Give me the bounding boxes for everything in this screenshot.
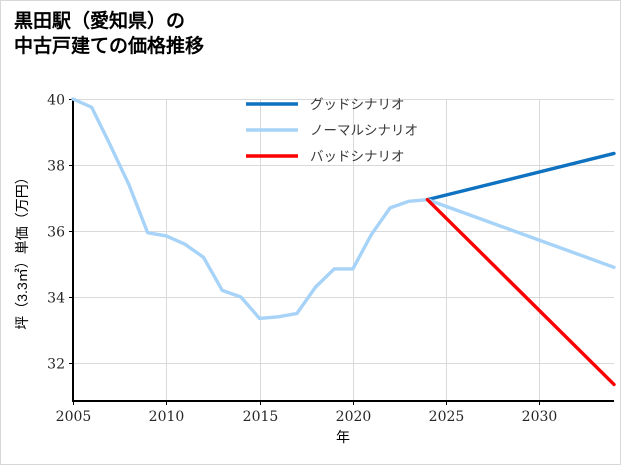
series-line-bad_forecast bbox=[425, 197, 616, 387]
data-series-group bbox=[71, 97, 616, 387]
series-line-good_forecast bbox=[425, 151, 616, 202]
x-tick-label: 2030 bbox=[522, 409, 558, 425]
x-tick-label: 2025 bbox=[429, 409, 465, 425]
x-tick-label: 2010 bbox=[149, 409, 185, 425]
x-tick-labels: 2005 2010 2015 2020 2025 2030 bbox=[56, 409, 558, 425]
legend-label: バッドシナリオ bbox=[310, 149, 405, 164]
tick-marks bbox=[69, 98, 541, 405]
gridlines bbox=[72, 98, 614, 401]
x-tick-label: 2015 bbox=[243, 409, 279, 425]
legend-label: グッドシナリオ bbox=[310, 97, 405, 112]
page-title: 黒田駅（愛知県）の 中古戸建ての価格推移 bbox=[14, 9, 204, 59]
y-tick-label: 40 bbox=[47, 93, 65, 109]
series-line-normal_forecast bbox=[425, 197, 616, 269]
legend-label: ノーマルシナリオ bbox=[310, 123, 418, 138]
axis-spines bbox=[71, 99, 614, 403]
y-axis-title: 坪（3.3㎡）単価（万円） bbox=[14, 170, 30, 329]
y-tick-label: 36 bbox=[47, 225, 65, 241]
x-axis-title: 年 bbox=[336, 429, 350, 445]
y-tick-label: 38 bbox=[47, 159, 65, 175]
series-line-normal_history bbox=[71, 97, 430, 321]
y-tick-label: 34 bbox=[47, 291, 65, 307]
title-line-2: 中古戸建ての価格推移 bbox=[14, 36, 205, 58]
title-line-1: 黒田駅（愛知県）の bbox=[14, 11, 186, 32]
y-tick-labels: 32 34 36 38 40 bbox=[47, 93, 65, 373]
x-tick-label: 2005 bbox=[56, 409, 92, 425]
y-tick-label: 32 bbox=[47, 357, 65, 373]
x-tick-label: 2020 bbox=[336, 409, 372, 425]
